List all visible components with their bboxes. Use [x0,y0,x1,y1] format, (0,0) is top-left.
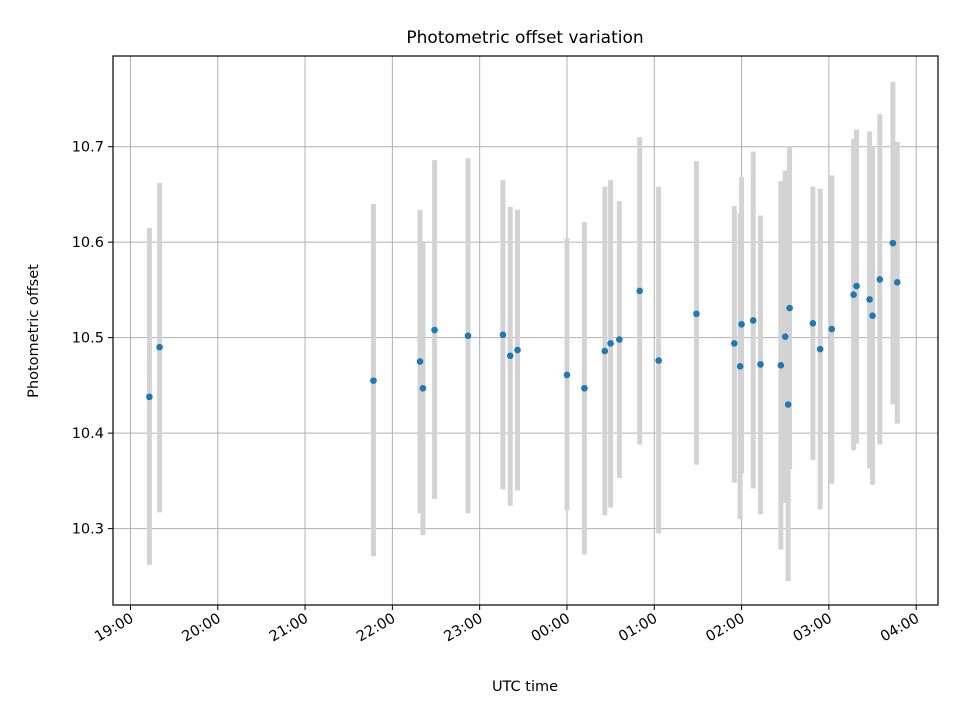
data-point [866,296,873,303]
point-layer [146,239,901,408]
x-tick-label: 01:00 [616,611,660,646]
data-point [464,332,472,340]
x-axis-label: UTC time [492,679,558,695]
data-point [370,377,377,384]
errorbar-layer [146,81,900,582]
data-point [146,393,153,401]
data-point [636,287,644,295]
data-point [869,312,876,320]
data-point [781,333,789,341]
data-point [506,352,514,360]
x-tick-label: 22:00 [354,611,398,646]
y-tick-label: 10.6 [72,235,104,251]
x-tick-label: 23:00 [441,611,485,646]
data-point [581,384,588,392]
x-tick-label: 02:00 [703,611,747,646]
x-tick-label: 21:00 [267,611,311,646]
data-point [736,363,744,370]
data-point [786,304,793,312]
data-point [616,336,623,343]
data-point [514,346,521,354]
data-point [893,278,901,286]
data-point [828,325,836,333]
data-point [784,401,792,408]
y-axis-label: Photometric offset [26,264,42,398]
y-axis-ticks: 10.3 10.4 10.5 10.6 10.7 [72,140,113,538]
data-point [876,276,884,283]
data-point [738,320,745,328]
data-point [730,340,738,347]
data-point [853,282,860,290]
data-point [156,343,163,351]
x-tick-label: 20:00 [180,611,224,646]
data-point [601,347,609,355]
x-tick-label: 04:00 [878,611,922,646]
data-point [419,384,427,392]
x-tick-label: 03:00 [791,611,835,646]
y-tick-label: 10.7 [72,140,104,156]
x-tick-label: 00:00 [529,611,573,646]
chart-title: Photometric offset variation [406,28,643,48]
y-tick-label: 10.3 [72,522,104,538]
plot-frame [112,55,939,606]
data-point [850,291,857,298]
data-point [693,310,700,318]
data-point [431,326,438,334]
data-point [816,345,824,353]
data-point [655,357,662,364]
y-tick-label: 10.4 [72,426,104,442]
data-point [809,320,817,327]
data-point [757,361,764,368]
data-point [499,331,507,339]
data-point [889,239,897,247]
x-tick-label: 19:00 [92,611,136,646]
data-point [777,362,785,369]
data-point [416,358,424,365]
data-point [563,371,571,379]
data-point [749,317,757,324]
x-axis-ticks: 19:00 20:00 21:00 22:00 23:00 00:00 01:00 02:00… [92,605,922,645]
data-point [607,340,614,347]
y-tick-label: 10.5 [72,331,104,347]
